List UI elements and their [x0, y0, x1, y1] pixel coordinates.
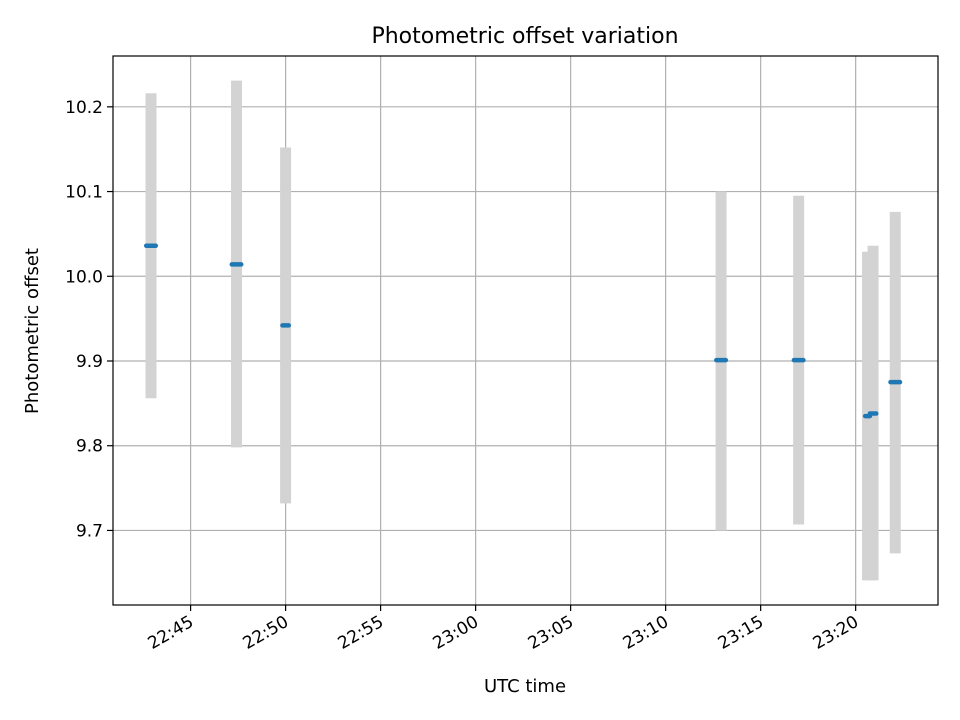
data-points — [144, 243, 903, 419]
chart-title: Photometric offset variation — [371, 24, 678, 49]
x-axis-label: UTC time — [484, 676, 566, 697]
grid — [113, 56, 938, 605]
y-tick-label: 9.7 — [76, 521, 103, 541]
y-tick-label: 10.1 — [65, 183, 103, 203]
y-axis-ticks: 9.7 9.8 9.9 10.0 10.1 10.2 — [65, 98, 113, 541]
y-axis-label: Photometric offset — [22, 248, 43, 414]
y-tick-label: 9.9 — [76, 352, 103, 372]
y-tick-label: 10.0 — [65, 267, 103, 287]
plot-frame — [112, 55, 939, 606]
y-tick-label: 10.2 — [65, 98, 103, 118]
y-tick-label: 9.8 — [76, 437, 103, 457]
